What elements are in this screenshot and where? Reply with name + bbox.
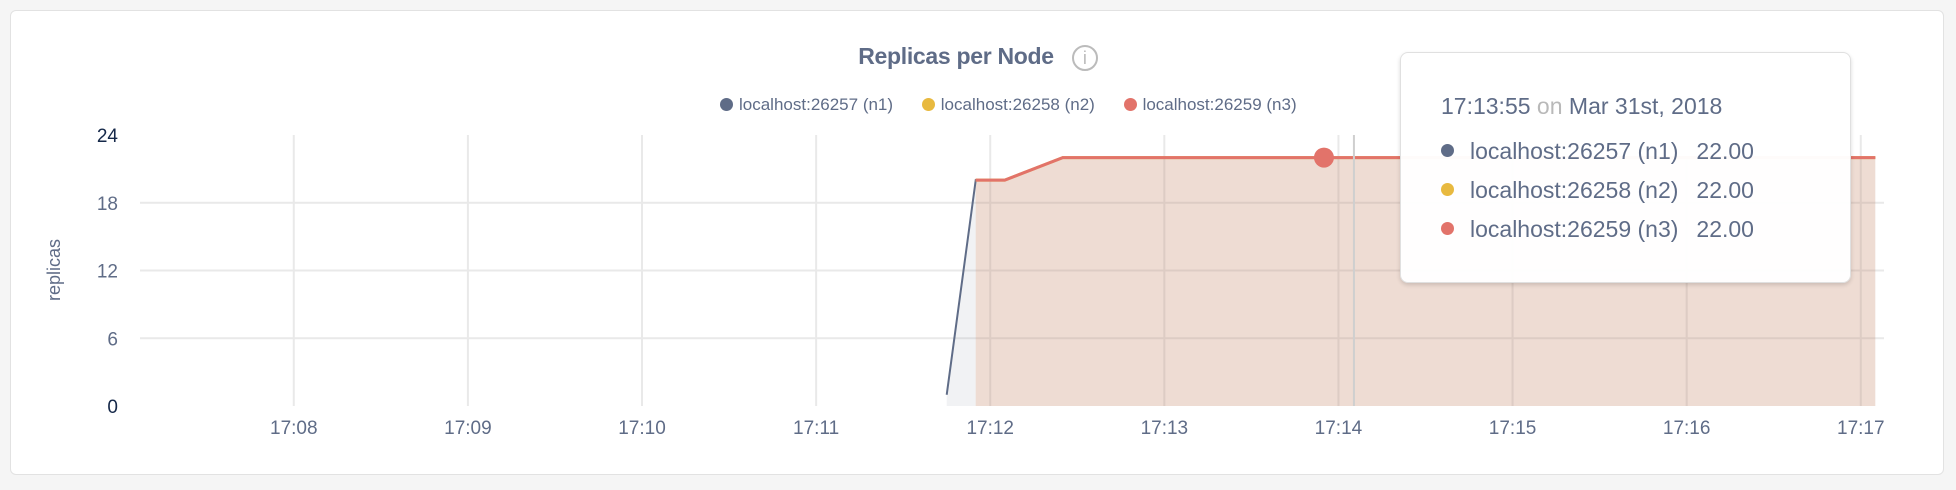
legend-dot bbox=[720, 98, 733, 111]
tooltip-label: localhost:26257 (n1) bbox=[1470, 138, 1679, 164]
legend-item-n2[interactable]: localhost:26258 (n2) bbox=[921, 94, 1095, 116]
y-tick-label: 0 bbox=[107, 397, 118, 418]
x-tick-label: 17:10 bbox=[618, 418, 666, 439]
legend: localhost:26257 (n1) localhost:26258 (n2… bbox=[720, 94, 1321, 116]
tooltip-dot bbox=[1441, 183, 1454, 196]
tooltip-dot bbox=[1441, 222, 1454, 235]
x-tick-label: 17:16 bbox=[1663, 418, 1711, 439]
tooltip-label: localhost:26258 (n2) bbox=[1470, 177, 1679, 203]
y-tick-label: 6 bbox=[107, 329, 118, 350]
chart-title-text: Replicas per Node bbox=[858, 43, 1054, 69]
legend-label: localhost:26259 (n3) bbox=[1142, 95, 1297, 114]
legend-dot bbox=[921, 98, 935, 111]
x-tick-label: 17:15 bbox=[1489, 418, 1537, 439]
y-tick-label: 12 bbox=[97, 262, 118, 283]
tooltip-value: 22.00 bbox=[1696, 177, 1754, 203]
hover-tooltip: 17:13:55 on Mar 31st, 2018 localhost:262… bbox=[1400, 52, 1851, 283]
legend-label: localhost:26257 (n1) bbox=[739, 95, 894, 114]
tooltip-row-n1: localhost:26257 (n1) 22.00 bbox=[1441, 132, 1850, 171]
hover-point bbox=[1313, 147, 1334, 168]
tooltip-label: localhost:26259 (n3) bbox=[1470, 216, 1679, 242]
x-tick-label: 17:09 bbox=[444, 418, 492, 439]
tooltip-value: 22.00 bbox=[1696, 138, 1754, 164]
y-tick-label: 18 bbox=[97, 194, 118, 215]
x-tick-label: 17:14 bbox=[1315, 418, 1363, 439]
tooltip-row-n2: localhost:26258 (n2) 22.00 bbox=[1441, 171, 1850, 210]
tooltip-on: on bbox=[1536, 93, 1563, 119]
tooltip-row-n3: localhost:26259 (n3) 22.00 bbox=[1441, 210, 1850, 249]
tooltip-date: Mar 31st, 2018 bbox=[1568, 93, 1723, 119]
tooltip-value: 22.00 bbox=[1696, 216, 1754, 242]
tooltip-header: 17:13:55 on Mar 31st, 2018 bbox=[1441, 93, 1850, 120]
x-tick-label: 17:17 bbox=[1837, 418, 1885, 439]
legend-item-n1[interactable]: localhost:26257 (n1) bbox=[720, 94, 893, 116]
tooltip-dot bbox=[1441, 144, 1454, 157]
x-tick-label: 17:12 bbox=[966, 418, 1014, 439]
info-circle-icon[interactable]: i bbox=[1071, 44, 1098, 71]
x-tick-label: 17:08 bbox=[270, 418, 318, 439]
x-tick-label: 17:11 bbox=[793, 418, 839, 439]
legend-item-n3[interactable]: localhost:26259 (n3) bbox=[1123, 94, 1297, 116]
chart-title: Replicas per Node i bbox=[0, 42, 1956, 71]
tooltip-time: 17:13:55 bbox=[1441, 93, 1531, 119]
legend-label: localhost:26258 (n2) bbox=[940, 95, 1095, 114]
y-axis-label: replicas bbox=[44, 239, 64, 301]
y-tick-label: 24 bbox=[97, 126, 119, 147]
legend-dot bbox=[1123, 98, 1137, 111]
x-tick-label: 17:13 bbox=[1141, 418, 1189, 439]
